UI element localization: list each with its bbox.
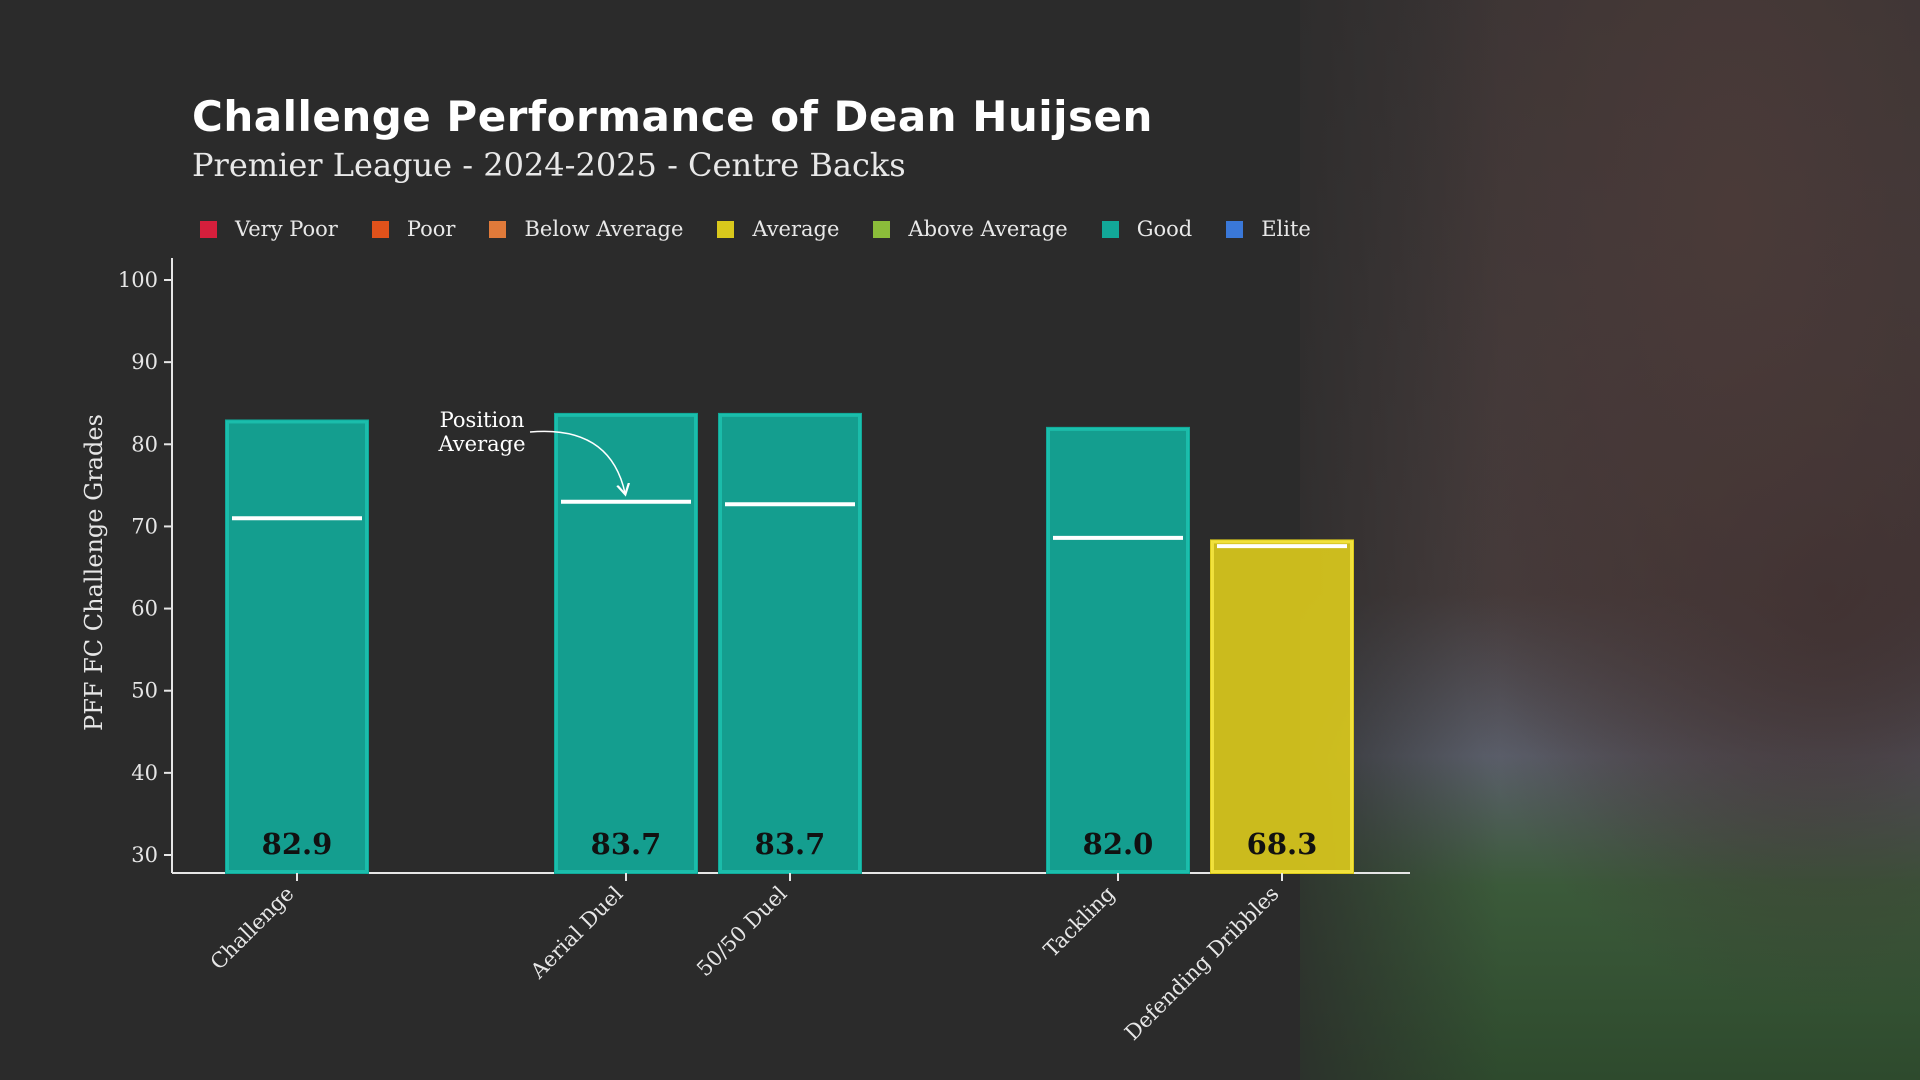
x-tick-label: 50/50 Duel: [692, 881, 792, 981]
bar: [1046, 426, 1190, 874]
legend-label: Below Average: [524, 217, 684, 241]
value-label: 83.7: [755, 827, 826, 861]
value-label: 68.3: [1247, 827, 1318, 861]
bar: [554, 412, 698, 874]
legend-item: Elite: [1226, 217, 1311, 241]
bar-outline: [1047, 427, 1189, 873]
legend-item: Above Average: [873, 217, 1068, 241]
legend-swatch: [489, 220, 507, 238]
y-tick-label: 30: [131, 843, 158, 867]
x-tick-label: Defending Dribbles: [1120, 882, 1283, 1045]
y-tick-label: 40: [131, 761, 158, 785]
legend-swatch: [1226, 220, 1244, 238]
y-tick-label: 50: [131, 679, 158, 703]
legend-label: Above Average: [908, 217, 1068, 241]
legend-item: Average: [717, 217, 839, 241]
legend-swatch: [717, 220, 735, 238]
y-tick-label: 60: [131, 597, 158, 621]
legend-label: Very Poor: [235, 217, 338, 241]
annotation-text: Position: [440, 408, 525, 432]
bar: [225, 419, 369, 874]
legend-item: Below Average: [489, 217, 683, 241]
bar-outline: [226, 420, 368, 873]
bar-outline: [719, 413, 861, 873]
legend-item: Good: [1101, 217, 1193, 241]
legend-label: Average: [752, 217, 840, 241]
legend-swatch: [371, 220, 389, 238]
y-tick-label: 90: [131, 350, 158, 374]
legend: Very Poor Poor Below Average Average Above A…: [200, 214, 1345, 244]
legend-item: Poor: [371, 217, 456, 241]
legend-label: Elite: [1261, 217, 1311, 241]
value-label: 83.7: [591, 827, 662, 861]
legend-label: Poor: [406, 217, 456, 241]
x-tick-label: Tackling: [1039, 882, 1119, 962]
annotation-arrow: [529, 430, 625, 493]
chart-title: Challenge Performance of Dean Huijsen: [192, 92, 1153, 141]
annotation-text: Average: [437, 432, 525, 456]
bar-outline: [555, 413, 697, 873]
y-axis-title: PFF FC Challenge Grades: [80, 414, 108, 731]
y-tick-label: 80: [131, 432, 158, 456]
y-tick-label: 100: [118, 268, 158, 292]
value-label: 82.9: [262, 827, 333, 861]
chart-subtitle: Premier League - 2024-2025 - Centre Back…: [192, 146, 906, 184]
x-tick-label: Challenge: [206, 882, 299, 975]
legend-swatch: [873, 220, 891, 238]
legend-swatch: [200, 220, 217, 238]
bar: [1210, 539, 1354, 875]
bar-outline: [1211, 540, 1353, 874]
legend-label: Good: [1136, 217, 1193, 241]
x-tick-label: Aerial Duel: [525, 881, 628, 984]
legend-item: Very Poor: [200, 217, 338, 241]
bar: [718, 412, 862, 874]
value-label: 82.0: [1083, 827, 1154, 861]
y-tick-label: 70: [131, 514, 158, 538]
legend-swatch: [1101, 220, 1119, 238]
